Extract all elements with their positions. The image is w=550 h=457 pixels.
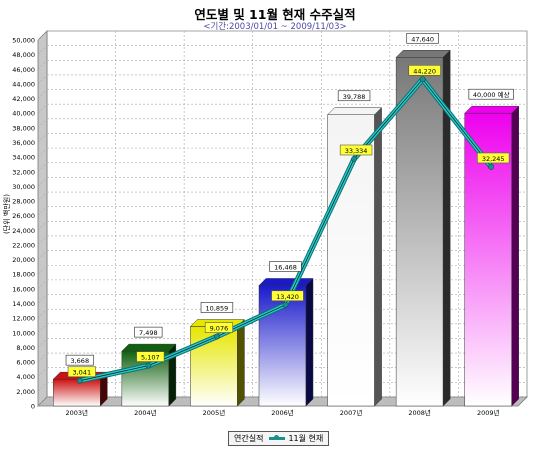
bar-top (258, 278, 314, 286)
y-tick-label: 18,000 (12, 271, 35, 279)
y-tick-label: 28,000 (12, 198, 35, 206)
x-tick-label: 2005년 (203, 408, 226, 417)
y-tick-label: 10,000 (12, 329, 35, 337)
bar-value-label: 40,000 예상 (473, 90, 510, 99)
x-tick-label: 2004년 (134, 408, 157, 417)
y-tick-label: 20,000 (12, 256, 35, 264)
bar (395, 57, 444, 407)
line-value-label-box (67, 366, 96, 378)
line-value-label: 9,076 (210, 325, 229, 333)
y-tick-label: 6,000 (16, 359, 35, 367)
bar-value-label-box (134, 326, 163, 338)
line-value-label-box (408, 65, 441, 76)
bar-top (121, 343, 177, 352)
line-point (145, 362, 152, 369)
bar-top (395, 50, 451, 58)
line-value-label: 13,420 (276, 293, 299, 301)
plot-left-wall (37, 30, 48, 407)
x-tick-label: 2006년 (271, 408, 294, 417)
y-tick-label: 32,000 (12, 168, 35, 176)
bar-value-label-box (200, 302, 234, 313)
bar-side (442, 49, 451, 407)
line-point (214, 333, 220, 340)
bar-top (326, 107, 383, 116)
bar-value-label: 3,668 (70, 357, 89, 365)
line-value-label-box (136, 351, 165, 362)
y-tick-label: 34,000 (12, 154, 35, 162)
bar-value-label: 39,788 (343, 93, 366, 101)
bar-value-label: 10,859 (206, 305, 229, 313)
bar-side (168, 343, 177, 407)
x-tick-label: 2009년 (477, 408, 500, 417)
line-value-label-box (339, 144, 373, 156)
line-value-label: 44,220 (413, 67, 436, 75)
bar (53, 378, 101, 407)
line-value-label-box (204, 322, 233, 333)
x-tick-label: 2008년 (408, 408, 431, 417)
y-tick-label: 22,000 (12, 241, 35, 249)
x-tick-label: 2007년 (340, 408, 363, 417)
y-tick-label: 14,000 (12, 300, 35, 308)
y-axis-label: (단위 백만원) (2, 194, 11, 234)
y-tick-label: 42,000 (12, 95, 35, 103)
bar-side (511, 105, 519, 407)
y-tick-label: 50,000 (12, 37, 35, 45)
y-tick-label: 40,000 (12, 110, 35, 118)
line-point (419, 76, 426, 83)
bar-value-label-box (65, 354, 94, 366)
bar (327, 114, 375, 407)
y-tick-label: 26,000 (12, 212, 35, 220)
y-tick-label: 4,000 (16, 373, 35, 381)
line-point (488, 164, 495, 170)
bar-value-label-box (406, 32, 439, 44)
y-tick-label: 12,000 (12, 315, 35, 323)
line-value-label-box (271, 290, 304, 302)
bar-value-label-box (337, 90, 371, 102)
y-tick-label: 2,000 (16, 388, 35, 396)
bar-top (464, 105, 520, 114)
y-tick-label: 0 (31, 403, 35, 411)
y-tick-label: 16,000 (12, 285, 35, 293)
line-value-label: 3,041 (72, 369, 91, 377)
bar-side (305, 277, 314, 407)
line-point (351, 156, 357, 162)
line-point (282, 301, 289, 308)
y-tick-label: 48,000 (12, 51, 35, 59)
bar-value-label: 7,498 (139, 329, 158, 337)
y-tick-label: 44,000 (12, 80, 35, 88)
y-tick-label: 24,000 (12, 227, 35, 235)
legend: 연간실적 11월 현재 (228, 431, 330, 446)
legend-item-line: 11월 현재 (288, 434, 324, 443)
y-tick-label: 30,000 (12, 183, 35, 191)
line-value-label-box (477, 152, 510, 164)
bar-value-label-box (269, 261, 302, 272)
line-value-label: 33,334 (345, 147, 368, 155)
line-point (76, 377, 83, 384)
bar-value-label: 47,640 (411, 35, 434, 43)
bar-value-label: 16,468 (274, 263, 297, 271)
y-tick-label: 36,000 (12, 139, 35, 147)
bar-value-label-box (468, 88, 514, 100)
x-tick-label: 2003년 (66, 408, 89, 417)
y-tick-label: 38,000 (12, 124, 35, 132)
line-value-label: 5,107 (141, 354, 160, 362)
bar-side (237, 318, 245, 407)
y-tick-label: 46,000 (12, 66, 35, 74)
legend-line-swatch (269, 435, 286, 440)
line-value-label: 32,245 (482, 155, 505, 163)
y-tick-label: 8,000 (16, 344, 35, 352)
bar-side (374, 107, 382, 407)
chart-subtitle: <기간:2003/01/01 ~ 2009/11/03> (203, 22, 347, 32)
legend-item-bars: 연간실적 (234, 434, 264, 443)
chart-title: 연도별 및 11월 현재 수주실적 (194, 7, 356, 22)
